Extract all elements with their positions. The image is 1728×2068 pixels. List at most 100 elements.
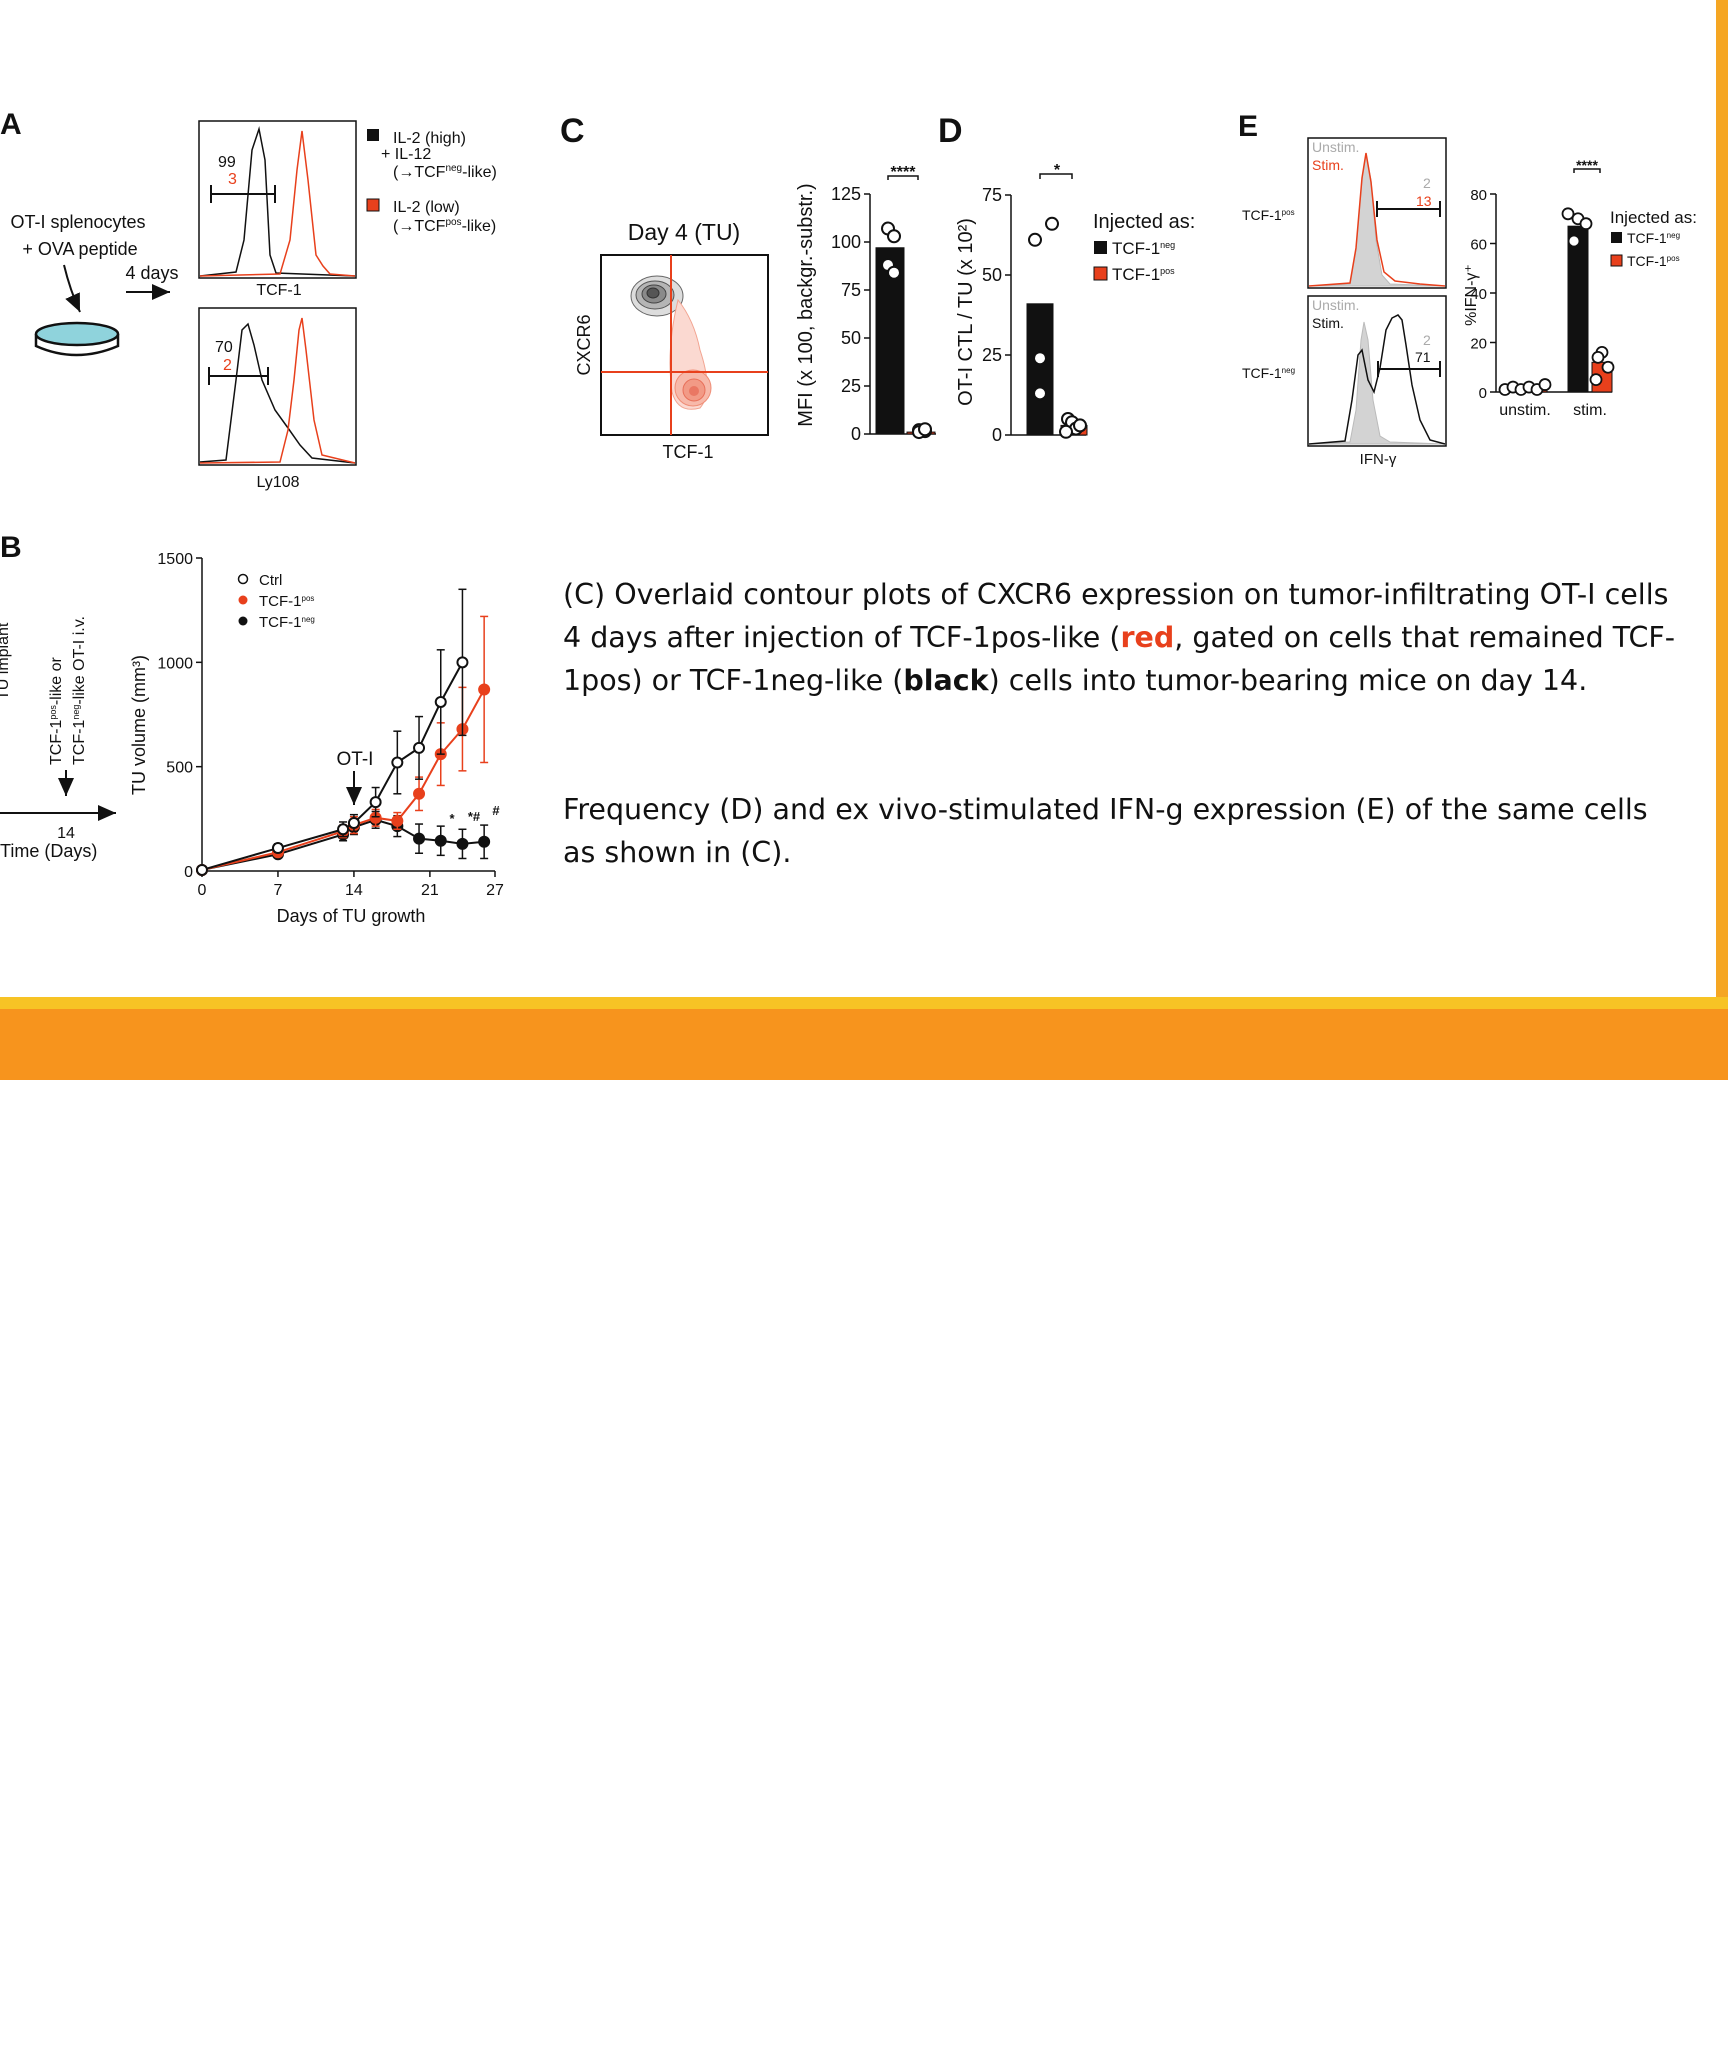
petri-dish-icon <box>34 321 120 357</box>
days-label: 4 days <box>125 263 178 283</box>
d-ytick-label-50: 50 <box>982 265 1002 285</box>
slide: A OT-I splenocytes + OVA peptide 4 days … <box>0 0 1728 1080</box>
slide-right-edge <box>1716 0 1728 1000</box>
star-label-2: *# <box>468 809 481 824</box>
d-sig-bracket <box>1039 173 1073 179</box>
contour-xlabel: TCF-1 <box>663 442 714 462</box>
panel-B-letter: B <box>0 531 22 564</box>
e-row-label-pos: TCF-1pos <box>1242 207 1295 223</box>
e-bottom-stim: Stim. <box>1312 315 1344 331</box>
d-point-0-0 <box>1045 216 1059 231</box>
footer-bar: 39 <box>0 1009 1728 2067</box>
b-xlabel: Days of TU growth <box>277 906 426 926</box>
d-ytick-label-25: 25 <box>982 345 1002 365</box>
e-hist-bottom-gray <box>1308 321 1446 445</box>
b-legend-neg-marker <box>238 616 248 626</box>
caption-p1-part-c: ) cells into tumor-bearing mice on day 1… <box>988 664 1588 697</box>
e-bar-ylabel: %IFN-γ⁺ <box>1463 264 1480 326</box>
page-number: 39 <box>1635 2046 1654 2067</box>
d-legend-neg: TCF-1neg <box>1112 239 1175 258</box>
contour-title: Day 4 (TU) <box>628 219 740 245</box>
b-series-line-2 <box>201 818 485 871</box>
e-point-unstim_pos-2 <box>1538 378 1552 391</box>
b-point-1-5 <box>391 814 404 827</box>
c-point-1-3 <box>918 422 932 437</box>
b-legend-pos-marker <box>238 595 248 605</box>
d-legend-neg-swatch <box>1094 241 1107 254</box>
c-bar-0 <box>875 247 905 435</box>
legend-a2-line1: IL-2 (low) <box>393 199 460 216</box>
b-series-line-1 <box>201 688 486 871</box>
hist-tcf1-xlabel: TCF-1 <box>256 282 301 299</box>
e-hist-top-red <box>1308 152 1446 287</box>
panel-C-letter: C <box>560 112 585 150</box>
caption-p1-part-a: (C) Overlaid contour plots of CXCR6 expr… <box>563 578 1669 654</box>
contour-black-population <box>630 275 684 317</box>
hist-tcf1-red-curve <box>199 130 356 277</box>
b-point-0-5 <box>391 756 404 769</box>
c-bar-ylabel: MFI (x 100, backgr.-substr.) <box>795 183 817 426</box>
c-point-0-3 <box>887 265 901 280</box>
caption-p1-part-b: , gated on cells that remained TCF-1pos)… <box>563 621 1676 697</box>
hist-ly108-pct-black: 70 <box>215 339 233 356</box>
e-ytick-label-20: 20 <box>1470 336 1487 353</box>
implant-label: TU implant <box>0 622 12 700</box>
hist-ly108-xlabel: Ly108 <box>257 474 300 491</box>
hist-ly108-frame <box>198 307 357 466</box>
b-point-2-8 <box>456 837 469 850</box>
b-ylabel: TU volume (mm³) <box>129 655 149 795</box>
e-point-stim_neg-3 <box>1567 234 1581 248</box>
b-point-0-8 <box>456 656 469 669</box>
b-point-2-7 <box>434 834 447 847</box>
e-legend-pos-swatch <box>1610 254 1623 267</box>
c-sig-bracket <box>887 175 919 180</box>
b-point-2-6 <box>413 832 426 845</box>
b-point-0-6 <box>413 741 426 754</box>
e-bottom-pct-gray: 2 <box>1423 332 1431 348</box>
e-top-unstim: Unstim. <box>1312 139 1359 155</box>
e-legend-pos: TCF-1pos <box>1627 253 1680 269</box>
timeline-label-neg: TCF-1neg-like OT-I i.v. <box>71 616 88 765</box>
e-legend-title: Injected as: <box>1610 208 1697 227</box>
caption-paragraph-2: Frequency (D) and ex vivo-stimulated IFN… <box>563 793 1648 869</box>
panel-A-letter: A <box>0 108 22 141</box>
legend-a2-line3: (→TCFpos-like) <box>393 217 496 235</box>
caption-p1-black: black <box>903 664 989 697</box>
b-legend-ctrl: Ctrl <box>259 572 282 589</box>
e-bottom-pct-black: 71 <box>1415 349 1431 365</box>
b-legend-neg: TCF-1neg <box>259 614 315 631</box>
e-point-stim_neg-0 <box>1561 207 1575 221</box>
curved-arrow <box>63 264 81 313</box>
e-point-stim_neg-2 <box>1579 217 1593 231</box>
d-ytick-label-75: 75 <box>982 185 1002 205</box>
e-ytick-label-40: 40 <box>1470 286 1487 303</box>
e-hist-bottom-frame <box>1307 295 1447 447</box>
e-significance: **** <box>1576 157 1598 173</box>
d-point-0-3 <box>1033 386 1047 401</box>
star-label-1: * <box>449 811 455 826</box>
e-point-stim_pos-2 <box>1601 360 1615 374</box>
e-bar-chart: 0 20 40 60 80 unstim. stim. <box>1470 187 1615 419</box>
b-legend-ctrl-marker <box>237 573 249 585</box>
contour-ylabel: CXCR6 <box>574 314 594 375</box>
b-point-0-0 <box>196 863 208 876</box>
e-legend-neg-swatch <box>1611 232 1622 243</box>
d-point-0-2 <box>1033 351 1047 366</box>
hist-tcf1-pct-red: 3 <box>228 171 237 188</box>
hist-tcf1-frame <box>198 120 357 279</box>
timeline-label-pos: TCF-1pos-like or <box>48 656 65 765</box>
caption-p1-red: red <box>1120 621 1175 654</box>
caption-paragraph-1: (C) Overlaid contour plots of CXCR6 expr… <box>563 573 1683 702</box>
c-ytick-label-25: 25 <box>841 376 861 396</box>
splenocytes-label: OT-I splenocytes <box>10 212 145 232</box>
e-sig-bracket <box>1573 168 1601 173</box>
d-ylabel: OT-I CTL / TU (x 10²) <box>955 218 977 406</box>
hist-ly108-red-curve <box>199 317 356 464</box>
c-ytick-label-75: 75 <box>841 280 861 300</box>
e-hist-bottom-black <box>1308 314 1446 445</box>
e-top-pct-gray: 2 <box>1423 175 1431 191</box>
c-ytick-label-50: 50 <box>841 328 861 348</box>
b-point-2-9 <box>478 835 491 848</box>
c-ytick-label-100: 100 <box>831 232 861 252</box>
panel-E-letter: E <box>1238 110 1258 143</box>
